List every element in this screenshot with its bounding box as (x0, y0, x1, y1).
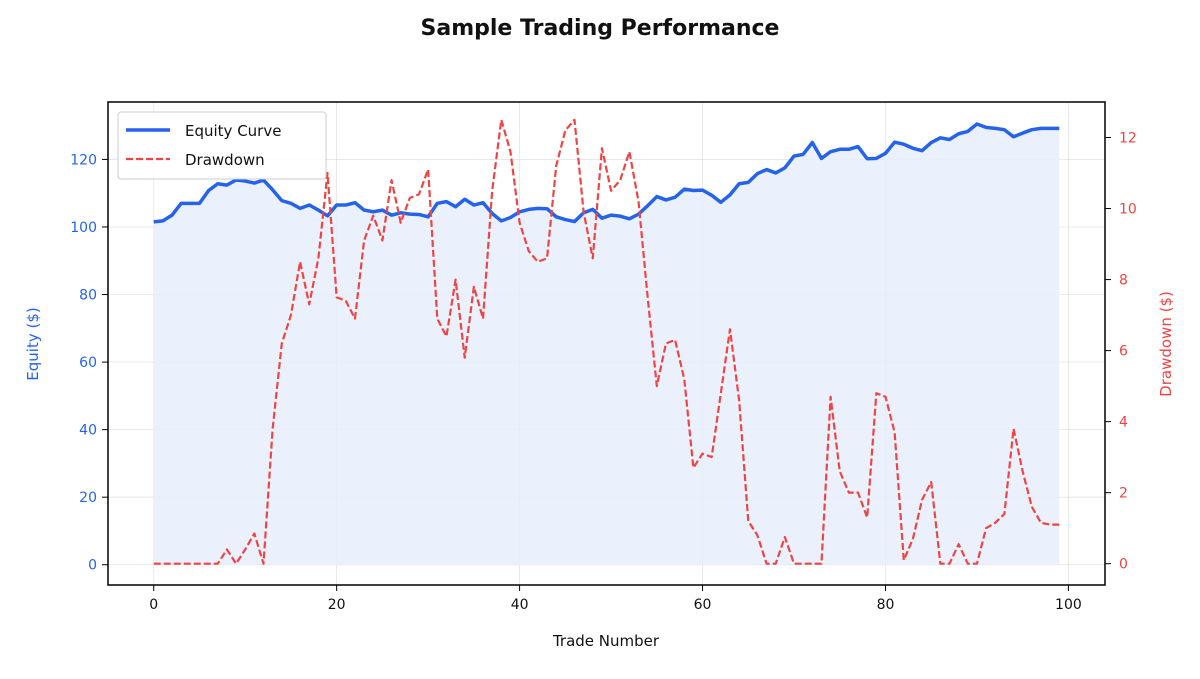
series-line-drawdown (153, 118, 1060, 565)
x-tick-label: 80 (877, 597, 895, 613)
y-left-tick-label: 120 (70, 152, 97, 168)
x-tick-label: 0 (149, 597, 158, 613)
y-left-tick-label: 40 (79, 423, 97, 439)
y-right-tick-label: 0 (1119, 557, 1128, 573)
x-tick-label: 20 (328, 597, 346, 613)
y-left-tick-label: 20 (79, 490, 97, 506)
plot-area: 0 20 40 60 80 100 0 20 40 60 80 100 120 0 2 4 6 8 10 12 (70, 101, 1137, 613)
series-line-equity-curve (153, 122, 1060, 224)
y-right-tick-label: 12 (1119, 131, 1137, 147)
x-tick-label: 100 (1055, 597, 1082, 613)
y-right-tick-label: 2 (1119, 486, 1128, 502)
y-left-tick-label: 0 (88, 558, 97, 574)
legend-label-drawdown: Drawdown (185, 151, 265, 169)
x-tick-label: 40 (511, 597, 529, 613)
y-right-tick-label: 6 (1119, 344, 1128, 360)
y-axis-label-left: Equity ($) (24, 307, 42, 380)
y-right-tick-label: 10 (1119, 202, 1137, 218)
x-tick-label: 60 (694, 597, 712, 613)
y-axis-label-right: Drawdown ($) (1157, 291, 1175, 397)
y-left-tick-label: 100 (70, 220, 97, 236)
chart-title: Sample Trading Performance (421, 16, 780, 41)
plot-frame (107, 101, 1106, 586)
y-right-tick-label: 4 (1119, 415, 1128, 431)
y-left-tick-label: 60 (79, 355, 97, 371)
y-right-tick-label: 8 (1119, 273, 1128, 289)
x-axis-label: Trade Number (552, 632, 660, 650)
y-left-tick-label: 80 (79, 288, 97, 304)
legend: Equity Curve Drawdown (117, 111, 327, 180)
legend-label-equity-curve: Equity Curve (185, 122, 281, 140)
